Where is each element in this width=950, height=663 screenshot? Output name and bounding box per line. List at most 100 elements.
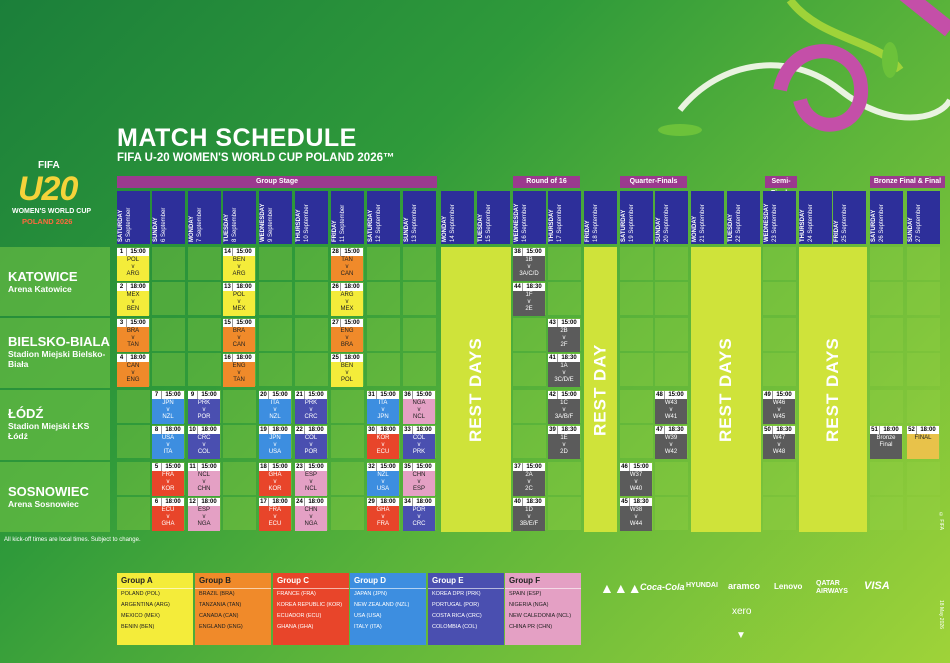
match-card[interactable]: 27 15:00 ENG v BRA: [331, 319, 363, 352]
match-card[interactable]: 20 15:00 ITA v NZL: [259, 391, 291, 424]
match-time: 18:00: [344, 355, 360, 361]
match-card[interactable]: 35 15:00 CHN v ESP: [403, 463, 435, 496]
match-header: 13 18:00: [223, 283, 255, 291]
match-card[interactable]: 31 15:00 ITA v JPN: [367, 391, 399, 424]
grid-cell: [367, 318, 400, 351]
day-header: FRIDAY 18 September: [584, 191, 617, 244]
logo-fifa: FIFA: [38, 160, 60, 171]
match-card[interactable]: 32 15:00 NZL v USA: [367, 463, 399, 496]
match-card[interactable]: 3 15:00 BRA v TAN: [117, 319, 149, 352]
match-number: 13: [223, 283, 233, 291]
match-card[interactable]: 13 18:00 POL v MEX: [223, 283, 255, 316]
issue-date: 18 May 2026: [938, 600, 944, 629]
match-card[interactable]: 29 18:00 GHA v FRA: [367, 498, 399, 531]
match-header: 33 18:00: [403, 426, 435, 434]
match-card[interactable]: 37 15:00 2A v 2C: [513, 463, 545, 496]
match-card[interactable]: 18 15:00 GHA v KOR: [259, 463, 291, 496]
adidas-icon: ▲▲▲: [600, 580, 642, 596]
match-card[interactable]: 11 15:00 NCL v CHN: [188, 463, 220, 496]
match-card[interactable]: 39 18:30 1E v 2D: [548, 426, 580, 459]
match-card[interactable]: 26 18:00 ARG v MEX: [331, 283, 363, 316]
match-card[interactable]: 21 15:00 PRK v CRC: [295, 391, 327, 424]
match-number: 21: [295, 391, 305, 399]
grid-cell: [655, 497, 688, 530]
match-card[interactable]: 25 18:00 BEN v POL: [331, 354, 363, 387]
match-number: 24: [295, 498, 305, 506]
grid-cell: [620, 247, 653, 280]
match-team: v: [202, 514, 206, 520]
match-card[interactable]: 12 18:00 ESP v NGA: [188, 498, 220, 531]
match-card[interactable]: 30 18:00 KOR v ECU: [367, 426, 399, 459]
match-card[interactable]: 42 15:00 1C v 3A/B/F: [548, 391, 580, 424]
sponsor-qatar: QATAR AIRWAYS: [816, 580, 848, 595]
match-card[interactable]: 33 18:00 COL v PRK: [403, 426, 435, 459]
match-time: 15:00: [380, 392, 396, 398]
match-card[interactable]: 19 18:00 JPN v USA: [259, 426, 291, 459]
match-card[interactable]: 45 18:30 W38 v W44: [620, 498, 652, 531]
match-card[interactable]: 34 18:00 POR v CRC: [403, 498, 435, 531]
day-name: SUNDAY: [908, 217, 914, 242]
match-card[interactable]: 4 18:00 CAN v ENG: [117, 354, 149, 387]
match-card[interactable]: 28 15:00 TAN v CAN: [331, 248, 363, 281]
match-header: 18 15:00: [259, 463, 291, 471]
match-card[interactable]: 46 15:00 W37 v W40: [620, 463, 652, 496]
match-card[interactable]: 14 15:00 BEN v ARG: [223, 248, 255, 281]
match-teams: BRA v TAN: [117, 327, 149, 350]
match-header: 43 15:00: [548, 319, 580, 327]
day-header: WEDNESDAY 16 September: [513, 191, 546, 244]
match-card[interactable]: 38 15:00 1B v 3A/C/D: [513, 248, 545, 281]
match-time: 15:00: [526, 249, 542, 255]
match-card[interactable]: 48 15:00 W43 v W41: [655, 391, 687, 424]
match-card[interactable]: 43 15:00 2B v 2F: [548, 319, 580, 352]
day-header: SATURDAY 12 September: [367, 191, 400, 244]
match-team: BEN: [232, 257, 246, 263]
match-card[interactable]: 16 18:00 ENG v TAN: [223, 354, 255, 387]
match-card[interactable]: 1 15:00 POL v ARG: [117, 248, 149, 281]
match-card[interactable]: 15 15:00 BRA v CAN: [223, 319, 255, 352]
match-card[interactable]: 50 18:30 W47 v W48: [763, 426, 795, 459]
match-card[interactable]: 8 18:00 USA v ITA: [152, 426, 184, 459]
match-card[interactable]: 51 18:00 Bronze Final: [870, 426, 902, 459]
match-time: 18:30: [633, 499, 649, 505]
match-team: v: [777, 407, 781, 413]
grid-cell: [188, 318, 221, 351]
match-time: 18:00: [344, 284, 360, 290]
match-team: v: [273, 407, 277, 413]
match-card[interactable]: 5 15:00 FRA v KOR: [152, 463, 184, 496]
match-card[interactable]: 41 18:30 1A v 3C/D/E: [548, 354, 580, 387]
match-card[interactable]: 6 18:00 ECU v GHA: [152, 498, 184, 531]
match-card[interactable]: 9 15:00 PRK v POR: [188, 391, 220, 424]
match-card[interactable]: 40 18:30 1D v 3B/E/F: [513, 498, 545, 531]
match-card[interactable]: 47 18:30 W39 v W42: [655, 426, 687, 459]
grid-cell: [295, 282, 328, 315]
match-card[interactable]: 23 15:00 ESP v NCL: [295, 463, 327, 496]
venue-lodz: ŁÓDŹ Stadion Miejski ŁKS Łódź: [0, 390, 110, 460]
match-team: 1E: [560, 435, 568, 441]
match-team: v: [669, 442, 673, 448]
match-number: 7: [152, 391, 162, 399]
group-team: KOREA DPR (PRK): [432, 591, 481, 597]
day-date: 22 September: [736, 204, 742, 242]
match-card[interactable]: 36 15:00 NGA v NCL: [403, 391, 435, 424]
match-header: 52 18:00: [907, 426, 939, 434]
grid-cell: [870, 353, 903, 386]
match-card[interactable]: 7 15:00 JPN v NZL: [152, 391, 184, 424]
match-card[interactable]: 2 18:00 MEX v BEN: [117, 283, 149, 316]
match-time: 15:00: [561, 320, 577, 326]
day-header: TUESDAY 22 September: [727, 191, 760, 244]
stage-final: Bronze Final & Final: [870, 176, 945, 188]
match-card[interactable]: 17 18:00 FRA v ECU: [259, 498, 291, 531]
group-name: Group F: [505, 573, 581, 589]
match-team: CRC: [197, 435, 211, 441]
match-card[interactable]: 44 18:30 1F v 2E: [513, 283, 545, 316]
match-number: 19: [259, 426, 269, 434]
match-card[interactable]: 10 18:00 CRC v COL: [188, 426, 220, 459]
match-card[interactable]: 49 15:00 W46 v W45: [763, 391, 795, 424]
match-team: CRC: [412, 521, 426, 527]
match-card[interactable]: 22 18:00 COL v POR: [295, 426, 327, 459]
match-card[interactable]: 52 18:00 FINAL: [907, 426, 939, 459]
grid-cell: [152, 282, 185, 315]
match-team: KOR: [268, 486, 282, 492]
match-header: 12 18:00: [188, 498, 220, 506]
match-card[interactable]: 24 18:00 CHN v NGA: [295, 498, 327, 531]
